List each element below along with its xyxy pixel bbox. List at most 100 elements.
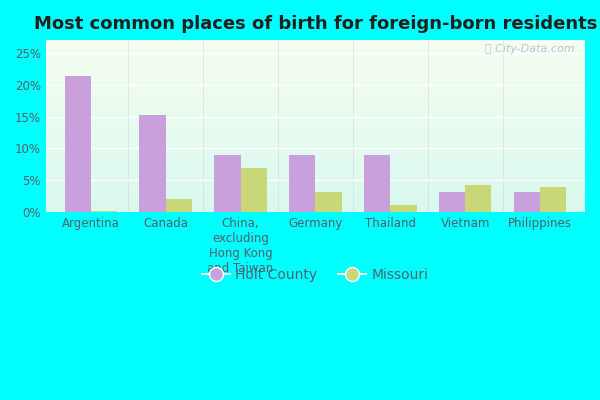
Bar (46, 189, 585, 190)
Bar (46, 145, 585, 146)
Bar (46, 160, 585, 161)
Bar (46, 77, 585, 78)
Bar (46, 165, 585, 166)
Bar (46, 211, 585, 212)
Bar (46, 133, 585, 134)
Bar (46, 56, 585, 57)
Bar (46, 136, 585, 137)
Bar (289, 155, 316, 212)
Bar (46, 50, 585, 51)
Bar (46, 76, 585, 77)
Bar (514, 192, 540, 212)
Bar (46, 193, 585, 194)
Bar (46, 141, 585, 142)
Bar (46, 202, 585, 203)
Bar (46, 124, 585, 125)
Bar (46, 181, 585, 182)
Bar (46, 108, 585, 109)
Bar (46, 52, 585, 53)
Bar (46, 166, 585, 167)
Bar (46, 98, 585, 100)
Bar (46, 119, 585, 120)
Bar (46, 157, 585, 158)
Bar (46, 88, 585, 89)
Bar (46, 114, 585, 115)
Bar (46, 75, 585, 76)
Bar (46, 130, 585, 131)
Bar (46, 138, 585, 139)
Bar (46, 85, 585, 86)
Bar (46, 69, 585, 70)
Bar (241, 168, 267, 212)
Text: ⓘ City-Data.com: ⓘ City-Data.com (485, 44, 574, 54)
Bar (46, 46, 585, 47)
Bar (46, 207, 585, 208)
Bar (46, 48, 585, 49)
Bar (46, 158, 585, 159)
Bar (391, 205, 416, 212)
Bar (46, 45, 585, 46)
Bar (46, 204, 585, 205)
Bar (46, 79, 585, 80)
Bar (46, 169, 585, 170)
Bar (46, 140, 585, 141)
Bar (46, 53, 585, 54)
Bar (46, 65, 585, 66)
Bar (46, 70, 585, 71)
Bar (46, 206, 585, 207)
Bar (46, 71, 585, 72)
Bar (46, 153, 585, 154)
Bar (46, 164, 585, 165)
Bar (46, 61, 585, 62)
Bar (46, 89, 585, 90)
Bar (46, 107, 585, 108)
Bar (46, 152, 585, 153)
Bar (46, 92, 585, 94)
Bar (46, 143, 585, 144)
Bar (46, 43, 585, 44)
Bar (540, 187, 566, 212)
Bar (166, 199, 192, 212)
Bar (46, 149, 585, 150)
Bar (46, 180, 585, 181)
Bar (214, 155, 241, 212)
Bar (46, 74, 585, 75)
Bar (46, 128, 585, 129)
Bar (46, 155, 585, 156)
Bar (46, 41, 585, 42)
Bar (46, 125, 585, 126)
Bar (46, 174, 585, 175)
Bar (46, 82, 585, 83)
Bar (46, 162, 585, 163)
Bar (46, 64, 585, 65)
Bar (46, 116, 585, 117)
Bar (46, 100, 585, 101)
Bar (439, 192, 465, 212)
Legend: Holt County, Missouri: Holt County, Missouri (197, 263, 434, 288)
Bar (46, 148, 585, 149)
Bar (46, 102, 585, 103)
Bar (46, 127, 585, 128)
Bar (46, 91, 585, 92)
Bar (46, 94, 585, 95)
Title: Most common places of birth for foreign-born residents: Most common places of birth for foreign-… (34, 15, 597, 33)
Bar (46, 55, 585, 56)
Bar (46, 201, 585, 202)
Bar (46, 86, 585, 88)
Bar (46, 103, 585, 104)
Bar (46, 163, 585, 164)
Bar (46, 151, 585, 152)
Bar (46, 47, 585, 48)
Bar (46, 205, 585, 206)
Bar (46, 54, 585, 55)
Bar (46, 187, 585, 188)
Bar (46, 147, 585, 148)
Bar (46, 109, 585, 110)
Bar (46, 123, 585, 124)
Bar (46, 63, 585, 64)
Bar (46, 80, 585, 81)
Bar (46, 60, 585, 61)
Bar (46, 126, 585, 127)
Bar (139, 115, 166, 212)
Bar (46, 67, 585, 68)
